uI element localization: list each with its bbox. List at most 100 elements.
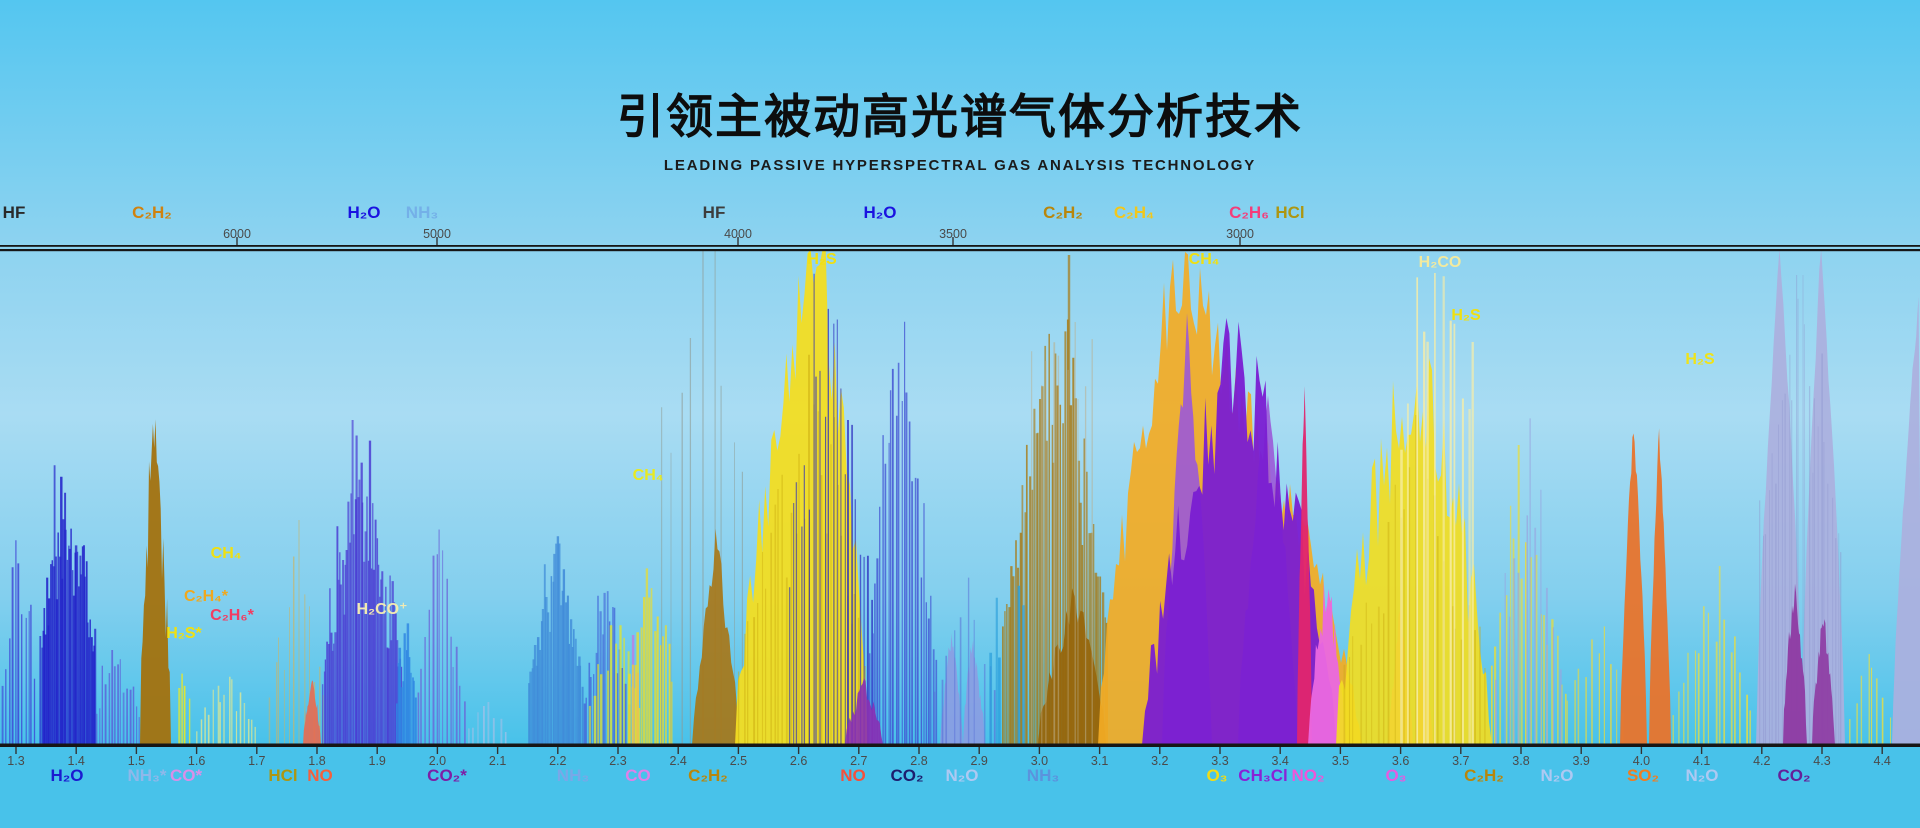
chart-molecule-label: H₂CO [1418,254,1462,271]
top-axis-tick [436,237,438,245]
wavelength-tick-label: 1.6 [187,754,206,768]
bottom-molecule-label: O₃ [1385,766,1407,785]
bottom-axis-tick [797,747,800,754]
bottom-molecule-label: CO [625,766,651,785]
spectra-blob [1142,318,1338,745]
bottom-molecule-label: H₂O [50,766,84,785]
spectra-blob [940,633,963,745]
bottom-molecule-label: HCl [268,766,298,785]
bottom-molecule-label: O₃ [1206,766,1228,785]
spectra-blob [1812,619,1835,745]
top-axis-tick [236,237,238,245]
top-molecule-label: C₂H₂ [1043,203,1083,222]
bottom-axis-tick [1159,747,1161,754]
bottom-molecule-label: C₂H₂ [688,766,728,785]
bottom-axis-tick [496,747,499,754]
bottom-axis-tick [195,747,198,754]
chart-molecule-label: C₂H₆* [210,607,254,624]
wavelength-tick-label: 2.7 [850,754,868,768]
bottom-axis-tick [1460,747,1462,754]
spectra-blob [1801,249,1845,745]
bottom-axis-tick [1640,747,1643,754]
top-molecule-label: NH₃ [405,203,439,222]
bottom-molecule-label: N₂O [945,766,979,785]
wavelength-tick-label: 3.7 [1452,754,1470,768]
bottom-axis-tick [376,747,378,754]
spectra-blob [1892,296,1920,745]
bottom-axis-tick [1038,747,1041,754]
bottom-axis-tick [256,747,258,754]
page-subtitle: LEADING PASSIVE HYPERSPECTRAL GAS ANALYS… [663,157,1257,174]
wavelength-tick-label: 4.2 [1753,754,1771,768]
bottom-molecule-label: CO₂ [1777,766,1811,785]
bottom-axis-tick [918,747,920,754]
bottom-axis-tick [1881,747,1883,754]
wavelength-tick-label: 2.2 [549,754,567,768]
spectra-blob [1297,386,1312,745]
wavenumber-tick-label: 3500 [939,227,967,241]
wavenumber-tick-label: 3000 [1226,227,1254,241]
bottom-molecule-label: NO [307,766,333,785]
top-axis-line [0,245,1920,247]
bottom-molecule-label: CH₃Cl [1238,766,1288,785]
bottom-molecule-label: NH₃ [1026,766,1060,785]
top-molecule-label: H₂O [863,203,897,222]
chart-molecule-label: H₂S [1451,307,1481,324]
top-axis-line2 [0,249,1920,252]
bottom-molecule-label: N₂O [1685,766,1719,785]
bottom-axis-tick [1580,747,1582,754]
chart-molecule-label: CH₄ [210,545,242,562]
chart-molecule-label: CH₄ [632,467,664,484]
top-axis-tick [1239,237,1241,245]
wavelength-tick-label: 3.8 [1512,754,1530,768]
bottom-molecule-label: SO₂ [1626,766,1660,785]
bottom-molecule-label: CO₂* [427,766,467,785]
spectra-blob [1756,249,1803,745]
wavenumber-tick-label: 6000 [223,227,251,241]
wavelength-tick-label: 2.5 [729,754,748,768]
wavenumber-tick-label: 5000 [423,227,451,241]
wavenumber-tick-label: 4000 [724,227,752,241]
wavelength-tick-label: 2.1 [488,754,507,768]
bottom-axis-tick [1821,747,1823,754]
bottom-axis-tick [1399,747,1402,754]
wavelength-tick-label: 3.1 [1090,754,1109,768]
bottom-molecule-label: N₂O [1540,766,1574,785]
bottom-axis-tick [436,747,439,754]
chart-molecule-label: CH₄ [1188,251,1220,268]
bottom-axis-tick [135,747,138,754]
spectra-blob [692,528,739,745]
bottom-axis-tick [1339,747,1342,754]
top-molecule-label: HF [2,203,26,222]
wavelength-tick-label: 3.5 [1331,754,1350,768]
wavelength-tick-label: 3.3 [1211,754,1229,768]
wavelength-tick-label: 3.4 [1271,754,1289,768]
wavelength-tick-label: 1.9 [368,754,386,768]
bottom-axis-line [0,743,1920,747]
wavelength-tick-label: 4.0 [1632,754,1651,768]
bottom-axis-tick [1761,747,1763,754]
bottom-molecule-label: NH₃* [127,766,167,785]
bottom-molecule-label: CO* [169,766,203,785]
bottom-axis-tick [737,747,740,754]
spectra-blob [140,419,171,745]
spectra-blob [303,680,321,745]
wavelength-tick-label: 1.3 [7,754,25,768]
top-axis-tick [737,237,739,245]
spectra-blob [1308,581,1346,745]
bottom-axis-tick [1219,747,1221,754]
top-molecule-label: H₂O [347,203,381,222]
bottom-molecule-label: NO₂ [1291,766,1325,785]
wavelength-tick-label: 3.2 [1151,754,1169,768]
bottom-axis-tick [15,747,17,754]
chart-molecule-label: C₂H₄* [183,588,229,605]
wavelength-tick-label: 4.3 [1813,754,1831,768]
spectra-blob [1649,428,1671,745]
wavelength-tick-label: 4.4 [1873,754,1891,768]
wavelength-tick-label: 2.6 [789,754,808,768]
top-molecule-label: C₂H₂ [132,203,172,222]
wavelength-tick-label: 1.7 [248,754,266,768]
bottom-axis-tick [1700,747,1703,754]
